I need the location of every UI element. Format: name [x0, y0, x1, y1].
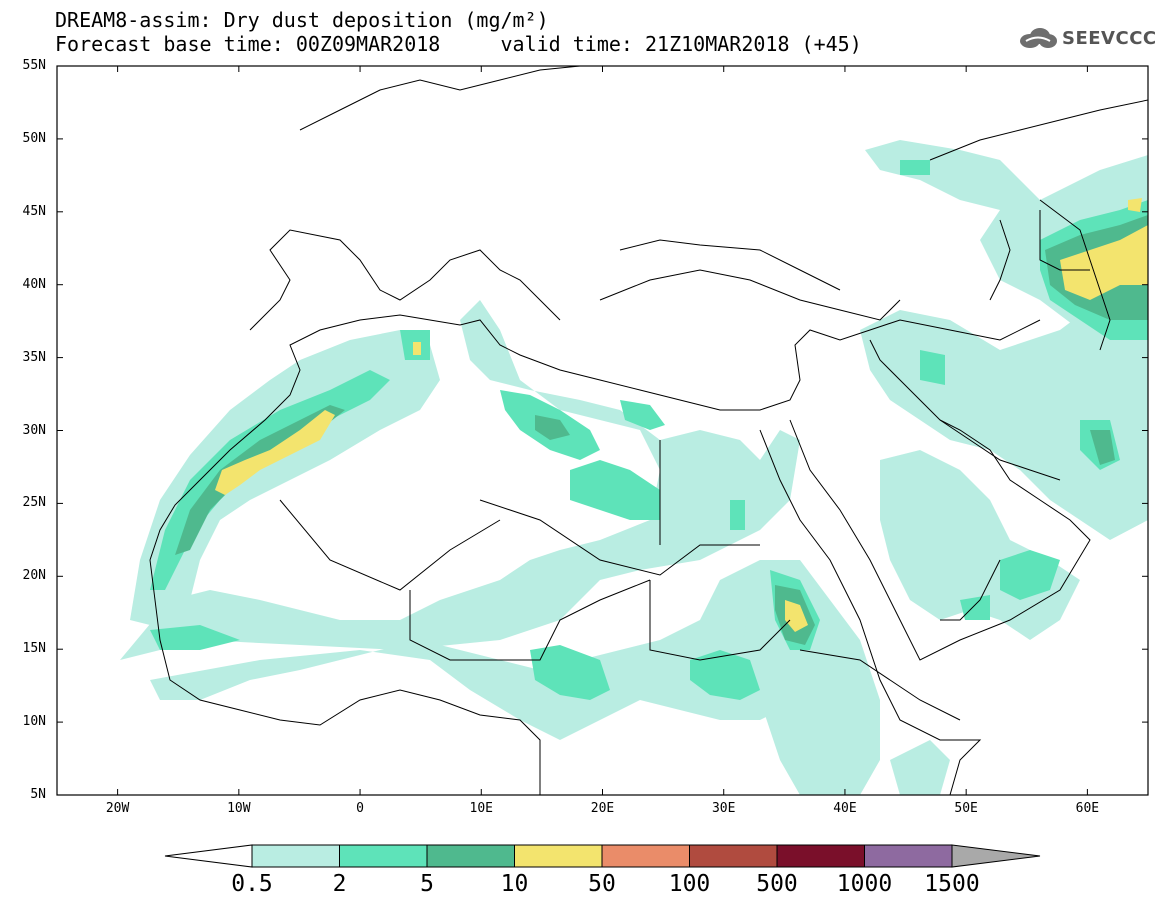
- lat-tick-label: 20N: [22, 568, 46, 584]
- colorbar-level-label: 2: [332, 871, 347, 897]
- lat-tick-label: 50N: [22, 130, 46, 146]
- colorbar-high-arrow: [951, 844, 1041, 868]
- colorbar-cell: [251, 844, 340, 868]
- lon-tick-label: 60E: [1075, 801, 1100, 816]
- colorbar-cell: [514, 844, 603, 868]
- colorbar-level-label: 1500: [924, 871, 980, 897]
- colorbar-cell: [601, 844, 690, 868]
- colorbar-cell: [689, 844, 778, 868]
- lat-tick-label: 30N: [22, 422, 46, 438]
- cloud-icon: [1020, 28, 1057, 48]
- lat-tick-label: 10N: [22, 714, 46, 730]
- map-subtitle: Forecast base time: 00Z09MAR2018 valid t…: [55, 32, 862, 56]
- lat-tick-label: 40N: [22, 276, 46, 292]
- dust-field: [120, 140, 1148, 795]
- lon-tick-label: 20E: [590, 801, 615, 816]
- colorbar-level-label: 500: [756, 871, 798, 897]
- dust-level-10: [215, 198, 1148, 632]
- lon-tick-label: 10E: [469, 801, 493, 816]
- coastlines-and-borders: [149, 66, 1148, 795]
- lon-tick-label: 40E: [833, 801, 857, 816]
- colorbar-cell: [864, 844, 953, 868]
- seevccc-logo: SEEVCCC: [1018, 26, 1157, 50]
- colorbar-cell: [339, 844, 428, 868]
- lat-tick-label: 25N: [22, 495, 46, 511]
- lon-tick-label: 30E: [711, 801, 736, 816]
- colorbar-low-arrow: [164, 844, 253, 868]
- colorbar-level-label: 0.5: [231, 871, 273, 897]
- colorbar-level-label: 100: [668, 871, 711, 897]
- lon-tick-label: 50E: [954, 801, 978, 816]
- lon-tick-label: 20W: [105, 801, 130, 816]
- lon-tick-label: 10W: [227, 801, 251, 816]
- colorbar: [164, 844, 1041, 868]
- lon-tick-label: 0: [356, 801, 364, 816]
- lat-tick-label: 45N: [22, 203, 46, 219]
- colorbar-level-label: 5: [420, 871, 434, 897]
- map-title: DREAM8-assim: Dry dust deposition (mg/m²…: [55, 8, 549, 32]
- lat-tick-label: 15N: [22, 641, 46, 657]
- lat-tick-label: 5N: [30, 787, 46, 802]
- colorbar-cell: [776, 844, 865, 868]
- logo-label: SEEVCCC: [1062, 27, 1157, 49]
- lat-tick-label: 55N: [22, 58, 46, 73]
- colorbar-level-label: 1000: [836, 871, 893, 897]
- lat-tick-label: 35N: [22, 349, 46, 365]
- colorbar-level-label: 10: [500, 871, 529, 897]
- colorbar-cell: [426, 844, 515, 868]
- colorbar-level-label: 50: [588, 871, 616, 897]
- axis-ticks: [57, 65, 1148, 796]
